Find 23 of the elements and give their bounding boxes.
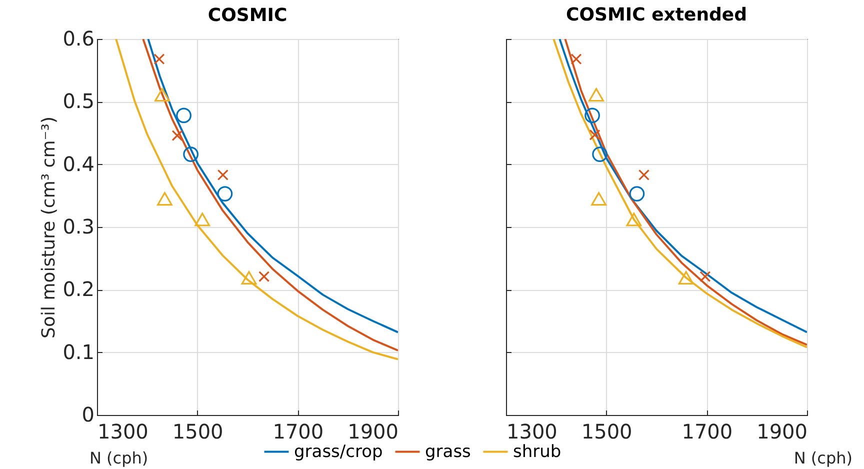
y-tick-label: 0.1 bbox=[62, 340, 94, 364]
chart-title: COSMIC extended bbox=[566, 4, 747, 26]
y-tick-label: 0.6 bbox=[62, 26, 94, 50]
legend-label: shrub bbox=[513, 442, 562, 462]
y-tick-label: 0.4 bbox=[62, 152, 94, 176]
y-tick-label: 0.5 bbox=[62, 89, 94, 114]
x-axis-title: N (cph) bbox=[90, 448, 148, 468]
legend-label: grass bbox=[425, 442, 472, 462]
x-tick-label: 1300 bbox=[98, 420, 148, 444]
legend-label: grass/crop bbox=[294, 442, 383, 462]
x-tick-label: 1500 bbox=[172, 420, 224, 444]
x-tick-label: 1700 bbox=[682, 420, 733, 444]
chart-title: COSMIC bbox=[208, 5, 288, 26]
y-tick-label: 0.2 bbox=[62, 277, 94, 302]
y-tick-label: 0 bbox=[82, 402, 94, 426]
y-axis-title: Soil moisture (cm³ cm⁻³) bbox=[38, 116, 60, 338]
x-tick-label: 1900 bbox=[756, 420, 808, 444]
x-tick-label: 1300 bbox=[506, 420, 558, 444]
x-tick-label: 1700 bbox=[272, 420, 324, 444]
x-tick-label: 1900 bbox=[348, 420, 398, 444]
x-tick-label: 1500 bbox=[581, 420, 632, 444]
x-axis-title: N (cph) bbox=[794, 448, 852, 468]
y-tick-label: 0.3 bbox=[62, 214, 94, 238]
